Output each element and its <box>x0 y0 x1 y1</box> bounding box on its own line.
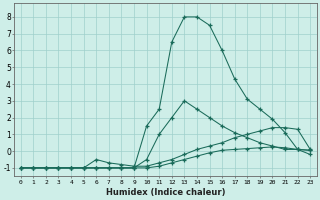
X-axis label: Humidex (Indice chaleur): Humidex (Indice chaleur) <box>106 188 225 197</box>
